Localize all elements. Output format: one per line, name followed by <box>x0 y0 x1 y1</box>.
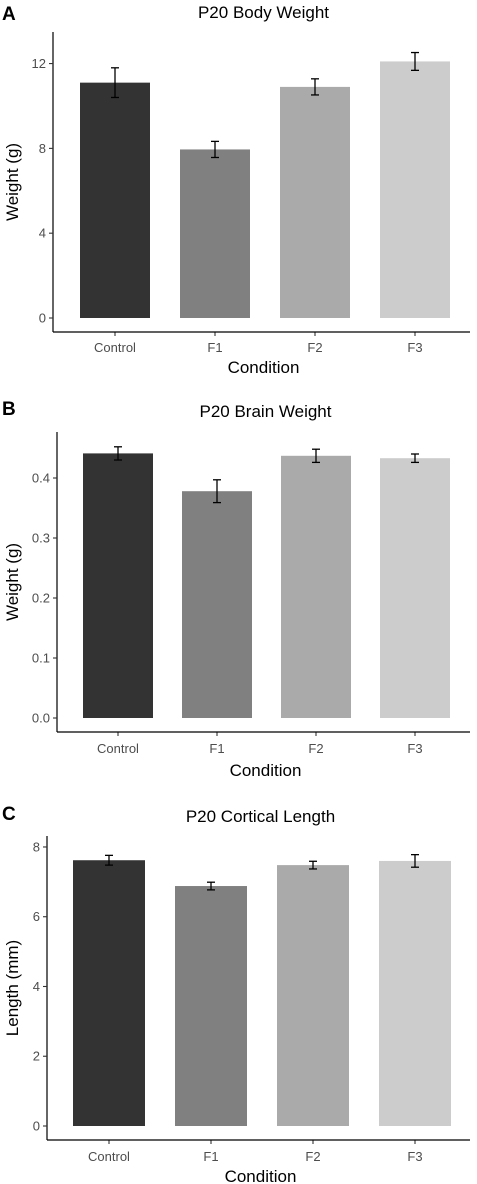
error-bar-f1 <box>207 881 215 891</box>
error-bar-f1 <box>213 479 221 504</box>
chart-title: P20 Brain Weight <box>200 402 332 421</box>
bar-control <box>80 82 150 319</box>
x-tick-label: F2 <box>307 340 322 355</box>
x-tick-label: F1 <box>209 741 224 756</box>
bar-control <box>83 453 153 718</box>
error-bar-f3 <box>411 51 419 71</box>
x-tick-label: F1 <box>203 1149 218 1164</box>
error-bar-f2 <box>309 860 317 870</box>
error-bar-control <box>111 67 119 99</box>
y-axis-title: Weight (g) <box>3 143 22 221</box>
panel-c: C P20 Cortical Length Control F1 F2 F3 0 2 4 6 8 Co… <box>2 804 470 1184</box>
x-axis-title: Condition <box>225 1167 297 1184</box>
y-tick-label: 2 <box>33 1049 40 1064</box>
error-bar-f2 <box>312 448 320 464</box>
bar-f2 <box>277 865 349 1126</box>
y-tick-label: 8 <box>33 839 40 854</box>
bar-f2 <box>280 86 350 319</box>
chart-title: P20 Cortical Length <box>186 807 335 826</box>
bar-f3 <box>379 860 451 1126</box>
y-tick-label: 0.1 <box>32 651 50 666</box>
panel-b: B P20 Brain Weight Control F1 F2 F3 0.0 0.1 0.2 0… <box>2 399 470 780</box>
x-tick-label: F1 <box>207 340 222 355</box>
chart-title: P20 Body Weight <box>198 3 329 22</box>
x-tick-label: Control <box>88 1149 130 1164</box>
y-tick-label: 0.2 <box>32 591 50 606</box>
x-tick-label: Control <box>94 340 136 355</box>
x-tick-label: F2 <box>305 1149 320 1164</box>
y-tick-label: 4 <box>39 226 46 241</box>
x-axis-title: Condition <box>230 761 302 780</box>
panel-letter: A <box>2 4 16 25</box>
error-bar-control <box>114 446 122 461</box>
panel-letter: C <box>2 804 16 825</box>
y-tick-label: 0.3 <box>32 531 50 546</box>
y-tick-label: 0 <box>33 1119 40 1134</box>
error-bar-f3 <box>411 453 419 464</box>
error-bar-f2 <box>311 78 319 96</box>
y-tick-label: 0.0 <box>32 711 50 726</box>
panel-a: A P20 Body Weight Control F1 F2 F3 0 4 8 12 Condit… <box>2 3 470 377</box>
bar-f1 <box>182 491 252 718</box>
error-bar-control <box>105 854 113 866</box>
y-tick-label: 0.4 <box>32 471 50 486</box>
panel-letter: B <box>2 399 16 420</box>
bar-f3 <box>380 61 450 319</box>
x-axis-title: Condition <box>228 358 300 377</box>
x-tick-label: F3 <box>407 741 422 756</box>
bar-f1 <box>180 149 250 318</box>
y-tick-label: 4 <box>33 979 40 994</box>
y-tick-label: 12 <box>32 56 46 71</box>
error-bar-f3 <box>411 853 419 868</box>
y-tick-label: 0 <box>39 311 46 326</box>
x-tick-label: F2 <box>308 741 323 756</box>
bar-f1 <box>175 886 247 1126</box>
y-axis-title: Length (mm) <box>3 940 22 1036</box>
error-bar-f1 <box>211 140 219 159</box>
x-tick-label: Control <box>97 741 139 756</box>
bar-f2 <box>281 455 351 718</box>
bar-control <box>73 860 145 1126</box>
bar-f3 <box>380 458 450 718</box>
x-tick-label: F3 <box>407 340 422 355</box>
y-tick-label: 6 <box>33 909 40 924</box>
x-tick-label: F3 <box>407 1149 422 1164</box>
y-axis-title: Weight (g) <box>3 543 22 621</box>
y-tick-label: 8 <box>39 141 46 156</box>
